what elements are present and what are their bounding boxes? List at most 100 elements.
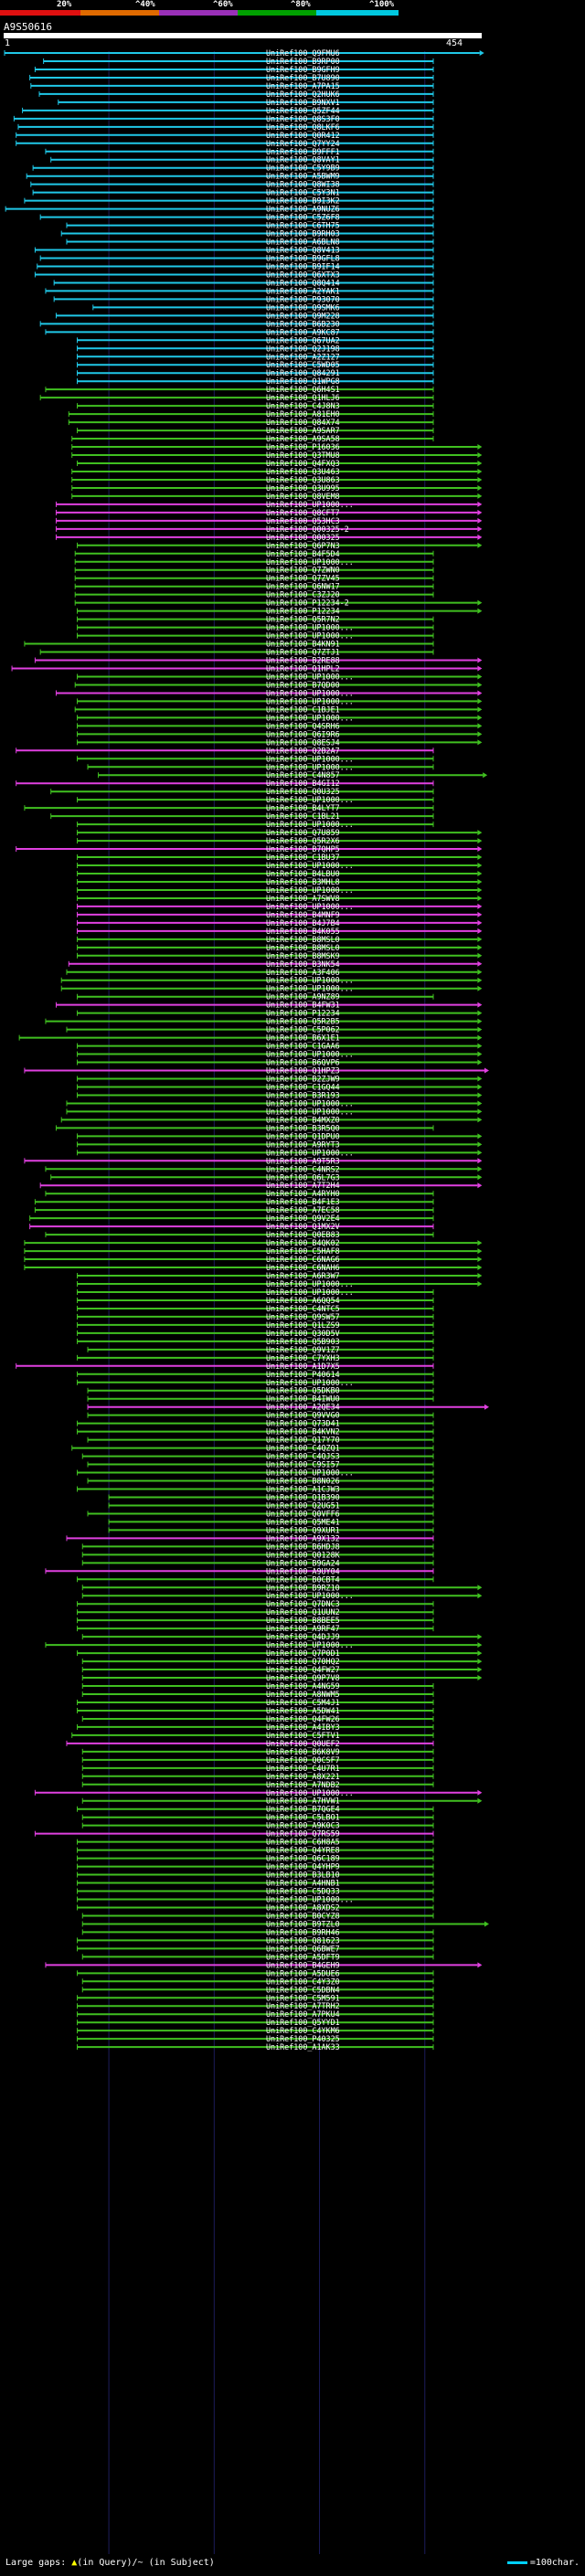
hit-label[interactable]: UniRef100_Q8LKF6 xyxy=(266,122,340,132)
hit-label[interactable]: UniRef100_B2RE88 xyxy=(266,656,340,665)
hit-row[interactable]: UniRef100_B4FW31 xyxy=(55,1001,483,1010)
hit-label[interactable]: UniRef100_Q8WI38 xyxy=(266,180,340,189)
hit-row[interactable]: UniRef100_A9K0C3 xyxy=(81,1821,434,1830)
hit-label[interactable]: UniRef100_Q73D41 xyxy=(266,1419,340,1428)
hit-label[interactable]: UniRef100_A6BLN8 xyxy=(266,238,340,247)
hit-row[interactable]: UniRef100_Q6NW17 xyxy=(74,582,434,591)
hit-label[interactable]: UniRef100_B0CYZ8 xyxy=(266,1911,340,1920)
hit-label[interactable]: UniRef100_UP1000... xyxy=(266,976,354,985)
hit-row[interactable]: UniRef100_UP1000... xyxy=(77,754,434,763)
hit-row[interactable]: UniRef100_UP1000... xyxy=(77,1468,434,1478)
hit-label[interactable]: UniRef100_Q1MX2V xyxy=(266,1222,340,1231)
hit-row[interactable]: UniRef100_C5FTV1 xyxy=(71,1731,434,1740)
hit-row[interactable]: UniRef100_Q4FW27 xyxy=(81,1665,483,1674)
hit-row[interactable]: UniRef100_Q5ZF44 xyxy=(22,106,434,115)
hit-row[interactable]: UniRef100_A4NG59 xyxy=(81,1681,434,1691)
hit-label[interactable]: UniRef100_A7SWV8 xyxy=(266,894,340,903)
hit-row[interactable]: UniRef100_Q81623 xyxy=(77,1935,434,1945)
hit-row[interactable]: UniRef100_UP1000... xyxy=(55,688,483,697)
hit-label[interactable]: UniRef100_B9I3K2 xyxy=(266,196,340,206)
hit-label[interactable]: UniRef100_B6QVP6 xyxy=(266,1058,340,1067)
hit-row[interactable]: UniRef100_C6H8A5 xyxy=(77,1838,434,1847)
hit-row[interactable]: UniRef100_C5HAF8 xyxy=(24,1246,483,1256)
hit-label[interactable]: UniRef100_A7HVW1 xyxy=(266,1797,340,1806)
hit-label[interactable]: UniRef100_B4LBU0 xyxy=(266,869,340,878)
hit-label[interactable]: UniRef100_Q67UA2 xyxy=(266,335,340,345)
hit-row[interactable]: UniRef100_Q0128K xyxy=(81,1550,434,1559)
hit-label[interactable]: UniRef100_UP1000... xyxy=(266,795,354,804)
hit-row[interactable]: UniRef100_P40614 xyxy=(77,1370,434,1379)
hit-row[interactable]: UniRef100_UP1000... xyxy=(60,984,483,993)
hit-row[interactable]: UniRef100_B9FFF1 xyxy=(45,147,434,156)
hit-row[interactable]: UniRef100_Q9V2E4 xyxy=(29,1214,434,1223)
hit-row[interactable]: UniRef100_Q8CFT7 xyxy=(55,508,483,517)
hit-label[interactable]: UniRef100_B0CBT4 xyxy=(266,1574,340,1584)
hit-row[interactable]: UniRef100_UP1000... xyxy=(77,902,483,911)
hit-row[interactable]: UniRef100_B4IWU0 xyxy=(87,1394,434,1404)
hit-label[interactable]: UniRef100_B4F5D4 xyxy=(266,549,340,558)
hit-row[interactable]: UniRef100_A1AK33 xyxy=(77,2042,434,2051)
hit-label[interactable]: UniRef100_UP1000... xyxy=(266,1468,354,1478)
hit-label[interactable]: UniRef100_Q5ME41 xyxy=(266,1517,340,1526)
hit-row[interactable]: UniRef100_UP1000... xyxy=(77,1279,483,1288)
hit-label[interactable]: UniRef100_Q4FW27 xyxy=(266,1665,340,1674)
hit-row[interactable]: UniRef100_Q8WI38 xyxy=(30,180,434,189)
hit-row[interactable]: UniRef100_C5Z6F8 xyxy=(39,213,434,222)
hit-row[interactable]: UniRef100_UP1000... xyxy=(77,623,434,632)
hit-row[interactable]: UniRef100_B4KVN2 xyxy=(77,1427,434,1436)
hit-row[interactable]: UniRef100_B9GFH9 xyxy=(34,65,434,74)
hit-row[interactable]: UniRef100_A81EH0 xyxy=(68,409,434,419)
hit-row[interactable]: UniRef100_Q17Y70 xyxy=(87,1436,434,1445)
hit-row[interactable]: UniRef100_Q1UUN2 xyxy=(77,1607,434,1617)
hit-label[interactable]: UniRef100_Q1HPL2 xyxy=(266,664,340,673)
hit-label[interactable]: UniRef100_Q1WPG8 xyxy=(266,376,340,386)
hit-label[interactable]: UniRef100_A7PKU4 xyxy=(266,2009,340,2019)
hit-row[interactable]: UniRef100_A2Z127 xyxy=(77,352,434,361)
hit-label[interactable]: UniRef100_Q9SW57 xyxy=(266,1312,340,1321)
hit-row[interactable]: UniRef100_Q00325 xyxy=(55,533,483,542)
hit-row[interactable]: UniRef100_A9NUZ6 xyxy=(5,205,434,214)
hit-row[interactable]: UniRef100_C7YXH3 xyxy=(77,1353,434,1362)
hit-label[interactable]: UniRef100_Q7P0D1 xyxy=(266,1648,340,1658)
hit-row[interactable]: UniRef100_B4QK02 xyxy=(24,1238,483,1247)
hit-label[interactable]: UniRef100_C4NTC5 xyxy=(266,1304,340,1313)
hit-row[interactable]: UniRef100_Q5R2B5 xyxy=(45,1017,483,1026)
hit-label[interactable]: UniRef100_B9GA24 xyxy=(266,1558,340,1567)
hit-row[interactable]: UniRef100_UP1000... xyxy=(77,672,483,681)
hit-label[interactable]: UniRef100_UP1000... xyxy=(266,1640,354,1649)
hit-label[interactable]: UniRef100_Q6NW17 xyxy=(266,582,340,591)
hit-row[interactable]: UniRef100_B7QGE4 xyxy=(77,1805,434,1814)
hit-label[interactable]: UniRef100_Q6P7N3 xyxy=(266,541,340,550)
hit-label[interactable]: UniRef100_B6B230 xyxy=(266,319,340,328)
hit-label[interactable]: UniRef100_Q8Q414 xyxy=(266,278,340,287)
hit-label[interactable]: UniRef100_A9T5R3 xyxy=(266,1156,340,1165)
hit-label[interactable]: UniRef100_C4NRS2 xyxy=(266,1164,340,1173)
hit-row[interactable]: UniRef100_Q67UA2 xyxy=(77,335,434,345)
hit-row[interactable]: UniRef100_C1BU37 xyxy=(77,853,483,862)
hit-label[interactable]: UniRef100_A7PA15 xyxy=(266,81,340,90)
hit-label[interactable]: UniRef100_Q4YRE8 xyxy=(266,1846,340,1855)
hit-row[interactable]: UniRef100_Q84X74 xyxy=(68,418,434,427)
hit-label[interactable]: UniRef100_Q8S3F0 xyxy=(266,114,340,123)
hit-label[interactable]: UniRef100_Q17Y70 xyxy=(266,1436,340,1445)
hit-label[interactable]: UniRef100_B7QD00 xyxy=(266,680,340,689)
hit-row[interactable]: UniRef100_C4YKM6 xyxy=(77,2026,434,2035)
hit-row[interactable]: UniRef100_C5DQ33 xyxy=(77,1887,434,1896)
hit-row[interactable]: UniRef100_Q6I9R6 xyxy=(77,729,483,738)
hit-label[interactable]: UniRef100_UP1000... xyxy=(266,672,354,681)
hit-label[interactable]: UniRef100_Q1DPU0 xyxy=(266,1131,340,1140)
hit-row[interactable]: UniRef100_Q1HLJ6 xyxy=(39,393,434,402)
hit-label[interactable]: UniRef100_C5Z6F8 xyxy=(266,213,340,222)
hit-row[interactable]: UniRef100_Q5DKB0 xyxy=(87,1386,434,1395)
hit-label[interactable]: UniRef100_C7YXH3 xyxy=(266,1353,340,1362)
hit-label[interactable]: UniRef100_UP1000... xyxy=(266,688,354,697)
hit-row[interactable]: UniRef100_Q0U325 xyxy=(50,787,434,796)
hit-label[interactable]: UniRef100_C5M591 xyxy=(266,1993,340,2002)
hit-label[interactable]: UniRef100_C6NAG6 xyxy=(266,1255,340,1264)
hit-label[interactable]: UniRef100_B4GEH9 xyxy=(266,1960,340,1969)
hit-row[interactable]: UniRef100_A7T2H4 xyxy=(39,1181,483,1190)
hit-row[interactable]: UniRef100_A1CJW3 xyxy=(77,1485,434,1494)
hit-label[interactable]: UniRef100_C4U7R1 xyxy=(266,1764,340,1773)
hit-label[interactable]: UniRef100_A5DFT9 xyxy=(266,1952,340,1961)
hit-label[interactable]: UniRef100_Q7ZV45 xyxy=(266,574,340,583)
